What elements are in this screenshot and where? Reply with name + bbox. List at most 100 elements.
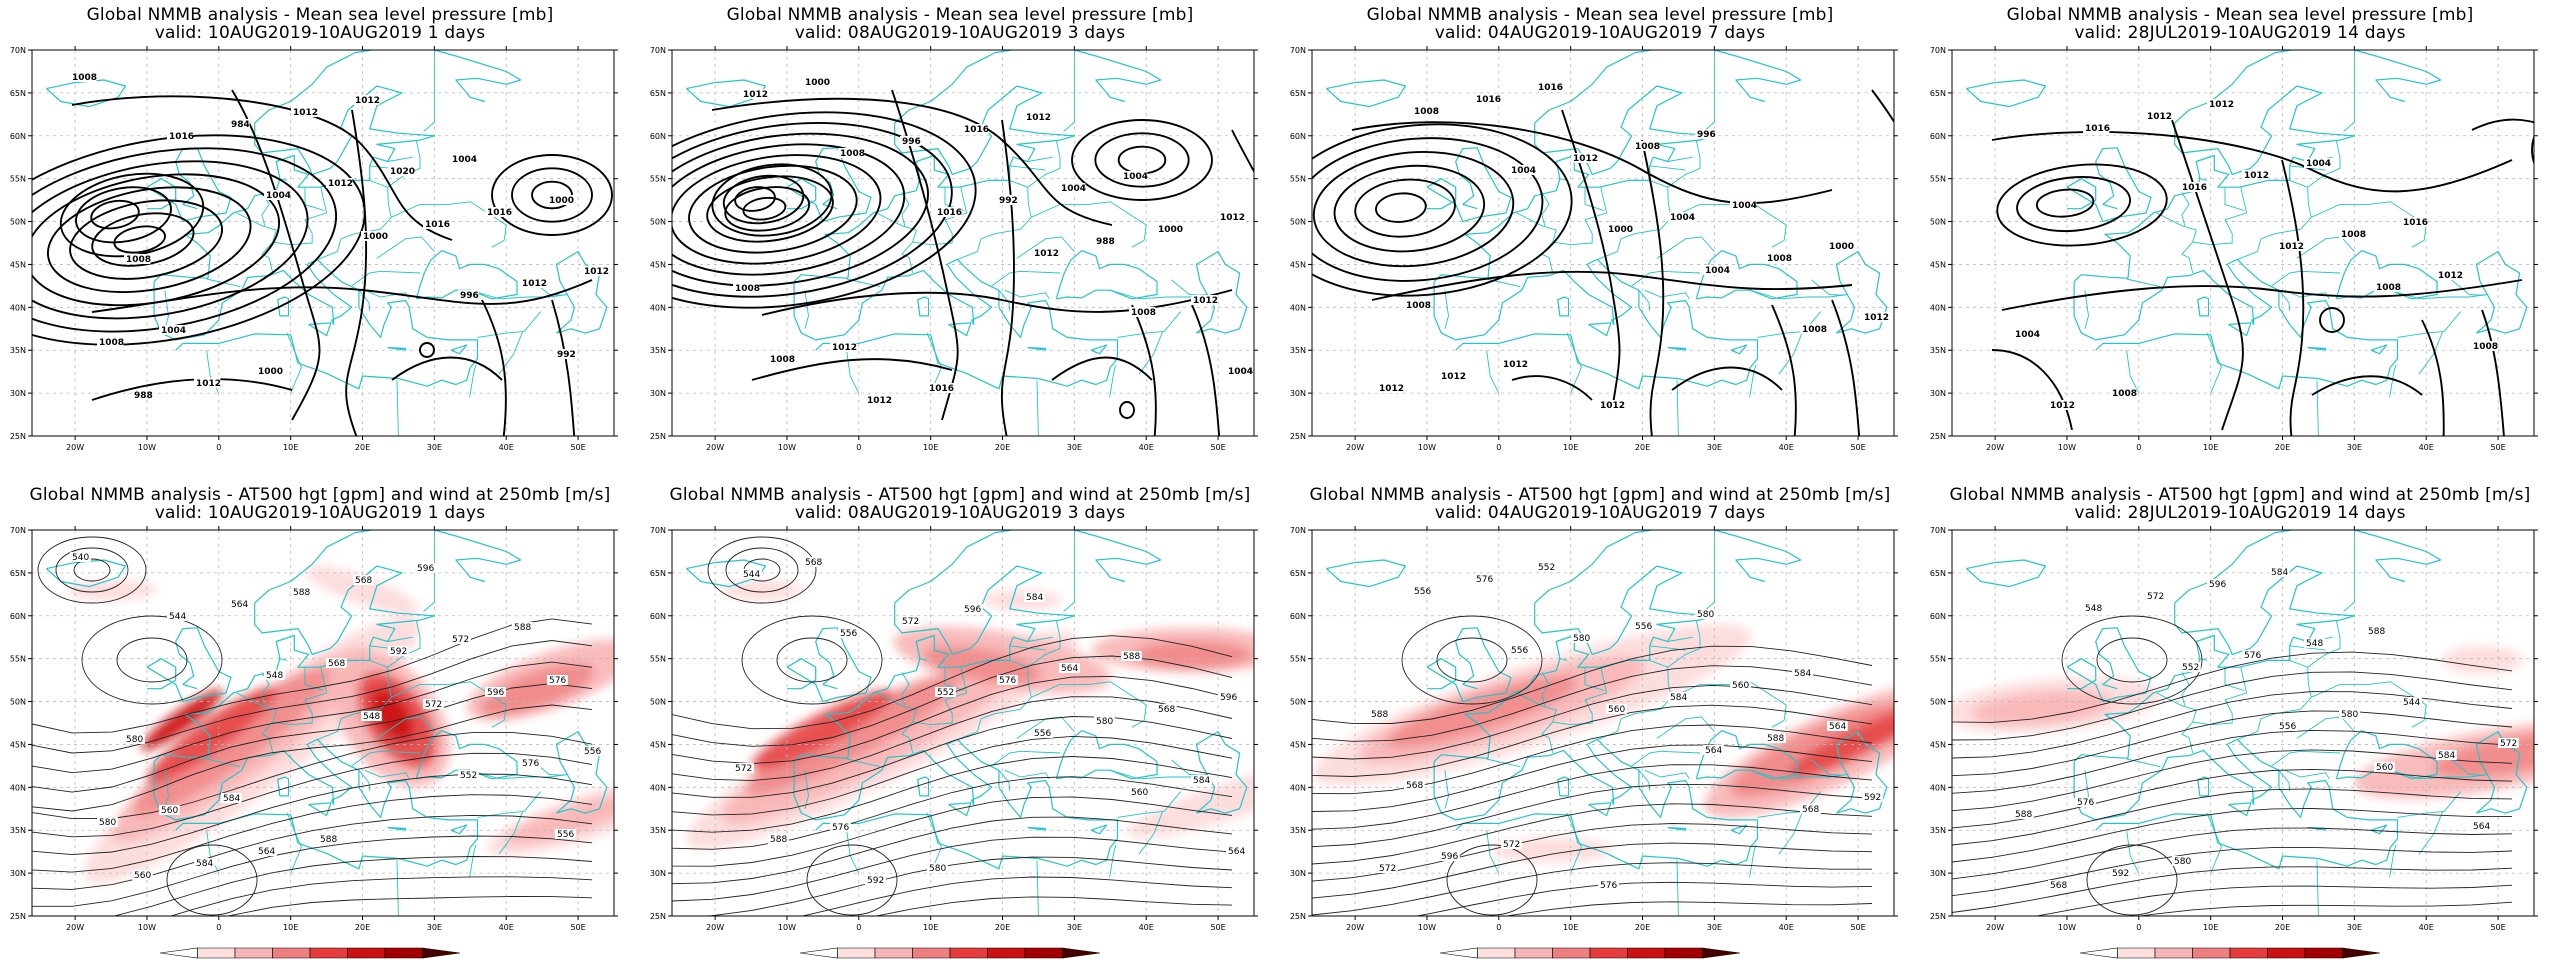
map-canvas: 548 552 556 560 564 568 572 576 580 584 588 592 596 5… <box>1930 526 2538 960</box>
coastline <box>2066 147 2152 223</box>
coastline <box>824 50 1162 279</box>
country-border <box>1036 380 1039 436</box>
contour-label: 1012 <box>2050 401 2075 411</box>
contour-label: 992 <box>999 196 1018 206</box>
height-contour <box>32 640 593 754</box>
country-border <box>304 667 324 691</box>
isobar <box>231 89 321 421</box>
colorbar-swatch <box>1702 947 1741 959</box>
lon-tick-label: 20E <box>2275 923 2290 932</box>
contour-label: 564 <box>1061 664 1078 674</box>
contour-label: 568 <box>2050 881 2067 891</box>
map-canvas: 540 544 548 548 552 556 560 564 568 572 576 580 584 5… <box>10 526 618 960</box>
map-canvas: 1012 1008 1016 1012 1008 1004 1000 996 992 988 101… <box>650 46 1258 452</box>
panel-title: Global NMMB analysis - AT500 hgt [gpm] a… <box>669 485 1251 505</box>
coastline <box>2370 344 2388 355</box>
jet-wind-shading <box>305 565 419 615</box>
country-border <box>2311 201 2427 248</box>
coastline <box>1055 730 1158 780</box>
map-panel: 548 552 556 560 564 568 572 576 580 584 588 592 596 5… <box>1920 480 2560 960</box>
country-border <box>164 770 169 809</box>
contour-label: 560 <box>161 806 178 816</box>
contour-label: 568 <box>805 558 822 568</box>
coastline <box>1695 250 1798 300</box>
height-contour <box>672 836 1233 902</box>
contour-label: 1008 <box>1406 301 1431 311</box>
lon-tick-label: 30E <box>427 443 442 452</box>
lon-tick-label: 20W <box>66 923 84 932</box>
height-contour <box>2137 901 2513 916</box>
contour-label: 1012 <box>1220 213 1245 223</box>
isobar <box>1051 356 1153 381</box>
lon-tick-label: 10E <box>2203 923 2218 932</box>
contour-label: 1008 <box>2473 342 2498 352</box>
map-panel: 1016 1016 1012 1008 1008 1012 1012 1012 1008 1012… <box>1920 0 2560 480</box>
lon-tick-label: 40E <box>2419 443 2434 452</box>
height-contour <box>1952 827 2513 880</box>
country-border <box>2316 380 2319 436</box>
colorbar-swatch <box>272 947 311 959</box>
isobar <box>419 342 435 358</box>
lat-tick-label: 35N <box>1930 346 1946 355</box>
country-border <box>1117 311 1182 338</box>
country-border <box>286 332 302 394</box>
isobar <box>2481 309 2505 436</box>
jet-wind-shading <box>1127 761 1254 839</box>
contour-label: 540 <box>72 553 89 563</box>
height-contour <box>166 844 258 916</box>
lon-tick-label: 50E <box>1210 443 1225 452</box>
country-border <box>1667 156 1693 162</box>
coastline <box>1588 322 1612 337</box>
coastline <box>308 802 332 817</box>
country-border <box>1703 50 1715 132</box>
contour-label: 1016 <box>964 125 989 135</box>
height-contour <box>73 558 111 582</box>
map-frame <box>671 529 1255 917</box>
contour-label: 588 <box>293 588 310 598</box>
map-canvas: 1016 1016 1012 1008 1008 1012 1012 1012 1008 1012… <box>1930 46 2538 452</box>
contour-label: 564 <box>1228 847 1245 857</box>
contour-label: 592 <box>867 876 884 886</box>
jet-wind-shading <box>1386 676 1578 748</box>
isobar <box>734 186 776 212</box>
height-contour <box>1312 881 1873 916</box>
colorbar-swatch <box>837 947 876 959</box>
coastline <box>2073 754 2129 763</box>
height-contour <box>1952 788 2513 846</box>
height-contour <box>1952 808 2513 863</box>
contour-label: 556 <box>840 629 857 639</box>
lon-tick-label: 0 <box>2136 923 2141 932</box>
lat-tick-label: 50N <box>1930 698 1946 707</box>
contour-label: 584 <box>1794 669 1811 679</box>
contour-label: 576 <box>522 759 539 769</box>
contour-label: 1008 <box>1414 107 1439 117</box>
country-border <box>2224 667 2244 691</box>
country-border <box>1750 289 1848 300</box>
isobar <box>1991 131 2513 193</box>
height-contour <box>32 618 593 734</box>
lon-tick-label: 30E <box>1707 443 1722 452</box>
coastline <box>1965 79 2046 108</box>
country-border <box>2126 278 2161 288</box>
contour-label: 564 <box>1829 722 1846 732</box>
contour-label: 584 <box>1670 693 1687 703</box>
lat-tick-label: 40N <box>10 783 26 792</box>
country-border <box>1778 811 1804 855</box>
isobar <box>672 132 929 287</box>
colorbar-swatch <box>987 947 1026 959</box>
contour-label: 568 <box>328 659 345 669</box>
country-border <box>391 201 507 248</box>
country-border <box>901 192 910 226</box>
lat-tick-label: 65N <box>650 569 666 578</box>
panel-valid-period: valid: 08AUG2019-10AUG2019 3 days <box>794 503 1126 523</box>
country-border <box>1016 236 1075 259</box>
isobar <box>742 196 787 221</box>
height-contour <box>672 696 1233 782</box>
contour-label: 552 <box>460 771 477 781</box>
country-border <box>1649 165 1686 171</box>
coastline <box>415 730 518 780</box>
coastline <box>1464 50 1802 279</box>
contour-label: 580 <box>1573 634 1590 644</box>
contour-label: 1012 <box>584 267 609 277</box>
country-border <box>2316 860 2319 916</box>
